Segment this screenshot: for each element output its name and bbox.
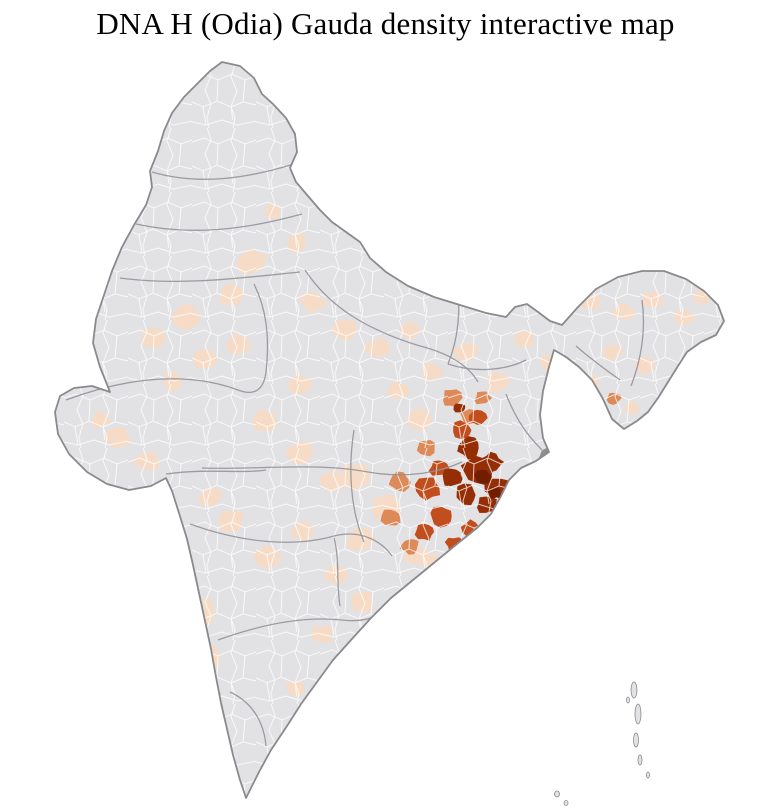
island (634, 703, 642, 725)
state-boundaries (65, 163, 645, 747)
island (626, 696, 630, 704)
island (646, 771, 650, 779)
island (563, 800, 569, 806)
island (554, 790, 560, 798)
district-boundaries-mesh (55, 62, 724, 798)
island (630, 681, 638, 699)
island (637, 754, 643, 766)
island (633, 732, 639, 748)
page-title: DNA H (Odia) Gauda density interactive m… (96, 6, 675, 41)
island-group (554, 681, 650, 806)
district-cluster-na[interactable] (555, 464, 569, 476)
